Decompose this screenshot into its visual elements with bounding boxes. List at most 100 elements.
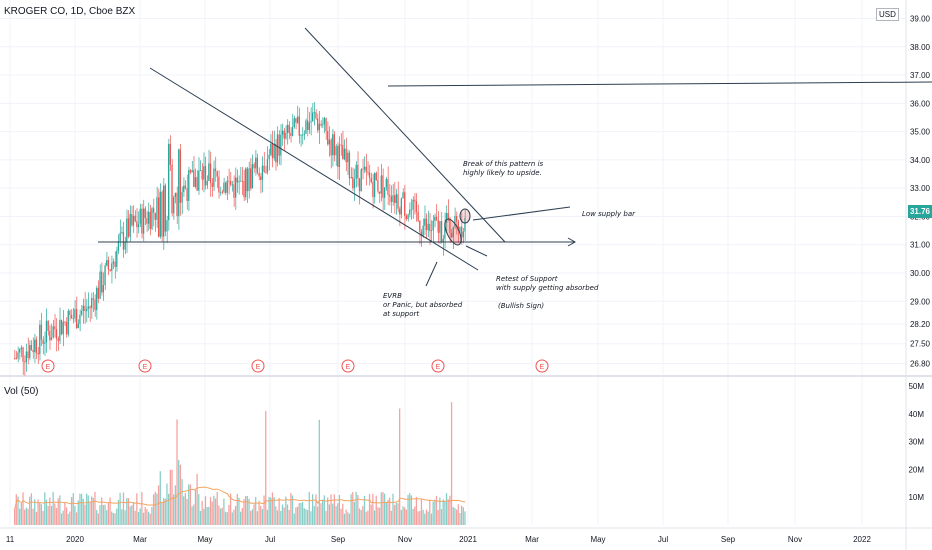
time-tick-label: Jul — [265, 535, 275, 544]
candle-body — [375, 173, 377, 180]
volume-bar — [422, 509, 424, 525]
candle-body — [363, 166, 366, 170]
candle-body — [40, 324, 43, 340]
volume-bar — [256, 511, 259, 525]
volume-axis[interactable]: 50M 40M 30M 20M 10M — [908, 382, 924, 502]
earnings-marker-circle — [431, 359, 445, 373]
volume-bar — [91, 496, 93, 525]
volume-bar — [111, 511, 113, 525]
candle-body — [457, 221, 459, 231]
arrow-evrb[interactable] — [425, 261, 438, 287]
volume-tick-label: 30M — [908, 438, 924, 447]
earnings-marker[interactable]: E — [251, 359, 265, 373]
candle-body — [39, 324, 41, 355]
earnings-marker[interactable]: E — [41, 359, 55, 373]
candle-body — [14, 357, 16, 359]
candle-body — [340, 144, 342, 146]
volume-bar — [188, 484, 190, 525]
candle-body — [337, 146, 339, 167]
candle-body — [211, 182, 213, 187]
candle-body — [286, 124, 289, 133]
earnings-marker[interactable]: E — [341, 359, 355, 373]
candle-body — [176, 192, 178, 217]
candle-body — [427, 223, 429, 231]
arrow-retest[interactable] — [465, 245, 488, 257]
candle-body — [345, 148, 347, 163]
volume-bar — [208, 506, 210, 525]
volume-bar — [85, 493, 88, 525]
candle-body — [126, 218, 128, 242]
candle-body — [79, 314, 81, 324]
retest-highlight[interactable] — [442, 217, 465, 247]
price-axis[interactable]: 39.0038.0037.0036.0035.0034.0033.0032.00… — [910, 14, 931, 368]
candle-body — [328, 139, 330, 145]
volume-bar — [419, 511, 421, 525]
volume-bar — [176, 419, 178, 525]
time-axis[interactable]: 11 2020 Mar May Jul Sep Nov 2021 Mar May Jul Sep Nov… — [6, 535, 872, 544]
time-tick-label: Sep — [721, 535, 736, 544]
candle-body — [353, 178, 356, 189]
volume-bar — [99, 505, 101, 525]
candle-body — [216, 171, 218, 177]
volume-bar — [82, 498, 84, 525]
earnings-marker[interactable]: E — [535, 359, 549, 373]
volume-bar — [345, 509, 347, 525]
candle-body — [444, 223, 446, 239]
candle-body — [243, 181, 245, 198]
descending-trendline-lower[interactable] — [149, 67, 479, 271]
symbol-legend[interactable]: KROGER CO, 1D, Cboe BZX — [4, 6, 136, 17]
volume-bar — [221, 507, 223, 525]
volume-bar — [151, 507, 153, 525]
candle-body — [322, 124, 324, 126]
volume-bar — [357, 494, 359, 525]
descending-trendline-upper[interactable] — [304, 27, 506, 243]
volume-bar — [49, 497, 51, 525]
candle-body — [149, 211, 151, 229]
volume-ma-line — [14, 486, 466, 509]
volume-bar — [367, 510, 369, 525]
candle-body — [29, 345, 31, 359]
resistance-line[interactable] — [387, 81, 932, 87]
candle-body — [295, 118, 297, 123]
volume-bar — [79, 493, 81, 525]
volume-legend[interactable]: Vol (50) — [4, 386, 39, 397]
volume-bar — [234, 505, 237, 525]
candle-body — [80, 310, 83, 315]
candle-body — [116, 250, 118, 267]
volume-bar — [271, 492, 274, 525]
candle-body — [397, 194, 399, 209]
trend-drawings[interactable] — [98, 27, 932, 287]
earnings-marker[interactable]: E — [138, 359, 152, 373]
candle-body — [330, 139, 332, 156]
candle-body — [221, 191, 223, 193]
candle-body — [285, 132, 287, 139]
volume-bar — [45, 499, 48, 525]
candle-body — [236, 177, 238, 183]
volume-bar — [168, 493, 170, 525]
candle-body — [367, 171, 369, 173]
candle-body — [32, 349, 34, 353]
candle-body — [452, 227, 454, 238]
candle-body — [253, 164, 255, 169]
low-supply-highlight[interactable] — [459, 208, 471, 224]
earnings-marker-circle — [535, 359, 549, 373]
currency-label[interactable]: USD — [876, 8, 899, 21]
volume-bar — [375, 495, 377, 525]
candle-body — [228, 180, 230, 182]
earnings-marker[interactable]: E — [431, 359, 445, 373]
candle-body — [37, 352, 39, 355]
volume-bar — [265, 411, 267, 525]
time-tick-label: Nov — [398, 535, 412, 544]
arrow-low-supply[interactable] — [472, 206, 571, 221]
volume-bar — [196, 473, 198, 525]
candle-body — [19, 349, 21, 353]
candle-body — [85, 308, 88, 312]
candle-body — [404, 192, 406, 216]
volume-bar — [450, 402, 453, 525]
volume-bar — [149, 513, 151, 525]
volume-bar — [184, 493, 187, 525]
earnings-marker-circle — [341, 359, 355, 373]
